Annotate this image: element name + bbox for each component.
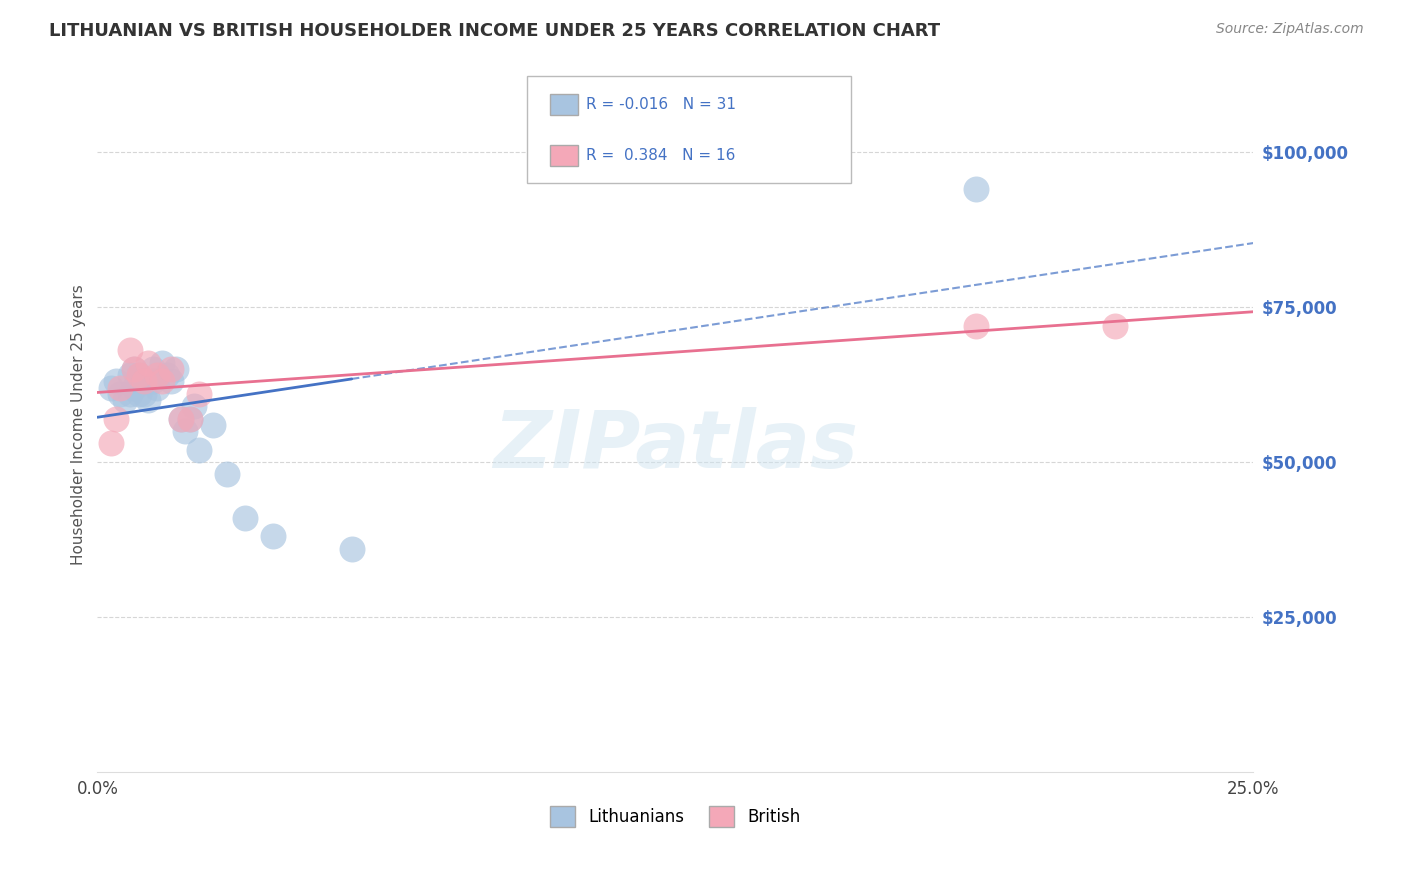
Point bbox=[183, 399, 205, 413]
Point bbox=[110, 386, 132, 401]
Point bbox=[179, 411, 201, 425]
Point bbox=[1104, 318, 1126, 333]
Point bbox=[965, 182, 987, 196]
Point bbox=[233, 510, 256, 524]
Point bbox=[142, 362, 165, 376]
Point bbox=[118, 386, 141, 401]
Point bbox=[114, 392, 136, 407]
Point bbox=[128, 386, 150, 401]
Point bbox=[124, 362, 146, 376]
Point bbox=[100, 436, 122, 450]
Text: R = -0.016   N = 31: R = -0.016 N = 31 bbox=[586, 97, 737, 112]
Point bbox=[104, 411, 127, 425]
Text: R =  0.384   N = 16: R = 0.384 N = 16 bbox=[586, 148, 735, 162]
Text: ZIPatlas: ZIPatlas bbox=[494, 407, 858, 484]
Point bbox=[965, 318, 987, 333]
Point bbox=[188, 386, 211, 401]
Point bbox=[188, 442, 211, 457]
Point bbox=[169, 411, 191, 425]
Point bbox=[340, 541, 363, 556]
Point bbox=[136, 356, 159, 370]
Point bbox=[132, 375, 155, 389]
Point bbox=[262, 529, 284, 543]
Y-axis label: Householder Income Under 25 years: Householder Income Under 25 years bbox=[72, 285, 86, 566]
Point bbox=[142, 375, 165, 389]
Point bbox=[146, 380, 169, 394]
Point bbox=[124, 380, 146, 394]
Point bbox=[165, 362, 187, 376]
Point bbox=[124, 362, 146, 376]
Point bbox=[128, 368, 150, 383]
Point bbox=[156, 368, 179, 383]
Legend: Lithuanians, British: Lithuanians, British bbox=[543, 799, 807, 833]
Point bbox=[110, 380, 132, 394]
Point bbox=[132, 375, 155, 389]
Text: Source: ZipAtlas.com: Source: ZipAtlas.com bbox=[1216, 22, 1364, 37]
Point bbox=[118, 343, 141, 358]
Point bbox=[128, 368, 150, 383]
Point bbox=[132, 386, 155, 401]
Point bbox=[160, 375, 183, 389]
Text: LITHUANIAN VS BRITISH HOUSEHOLDER INCOME UNDER 25 YEARS CORRELATION CHART: LITHUANIAN VS BRITISH HOUSEHOLDER INCOME… bbox=[49, 22, 941, 40]
Point bbox=[215, 467, 238, 482]
Point bbox=[150, 356, 173, 370]
Point bbox=[169, 411, 191, 425]
Point bbox=[179, 411, 201, 425]
Point bbox=[174, 424, 197, 438]
Point bbox=[201, 417, 224, 432]
Point bbox=[100, 380, 122, 394]
Point bbox=[136, 392, 159, 407]
Point bbox=[146, 368, 169, 383]
Point bbox=[104, 375, 127, 389]
Point bbox=[118, 368, 141, 383]
Point bbox=[150, 375, 173, 389]
Point bbox=[160, 362, 183, 376]
